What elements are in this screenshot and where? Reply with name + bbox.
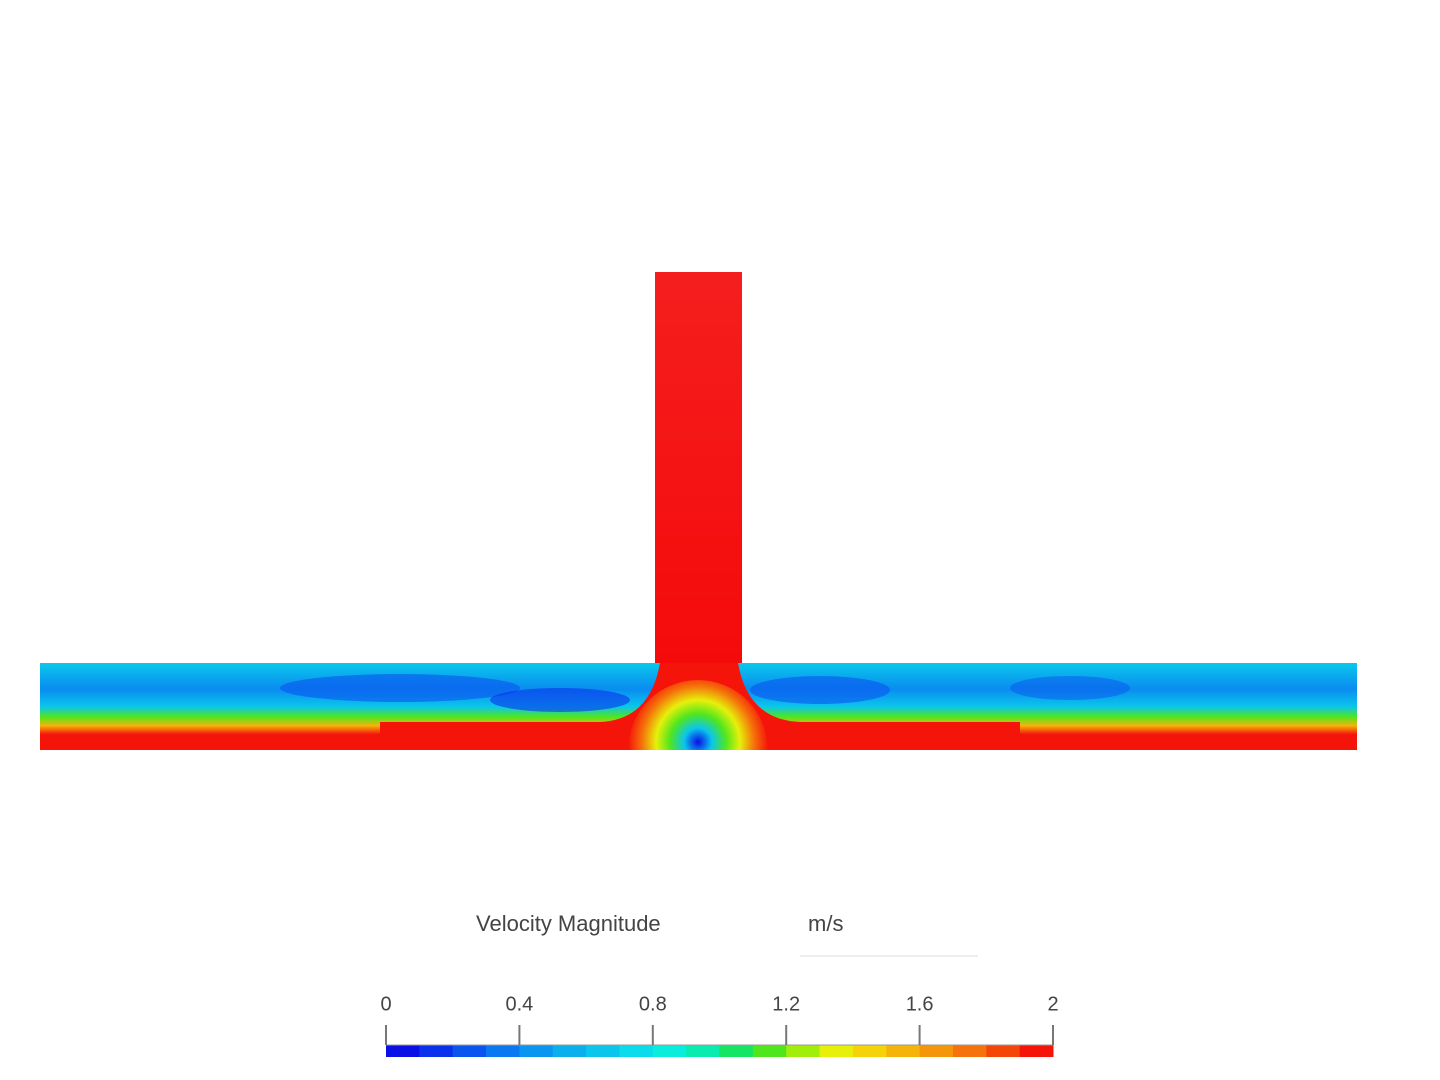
- color-band: [752, 1045, 787, 1057]
- color-band: [952, 1045, 987, 1057]
- color-band: [452, 1045, 487, 1057]
- color-band: [519, 1045, 554, 1057]
- color-band: [586, 1045, 620, 1057]
- color-band: [819, 1045, 854, 1057]
- tick-label: 1.2: [772, 993, 800, 1015]
- legend-title: Velocity Magnitude: [476, 911, 661, 936]
- tick-label: 0.4: [505, 993, 533, 1015]
- color-band: [386, 1045, 420, 1057]
- color-band: [419, 1045, 454, 1057]
- color-band: [786, 1045, 821, 1057]
- main-pipe: [40, 663, 1357, 750]
- color-band: [619, 1045, 654, 1057]
- color-band: [886, 1045, 921, 1057]
- color-band: [919, 1045, 954, 1057]
- flow-field: [40, 272, 1357, 750]
- color-band: [686, 1045, 720, 1057]
- tick-label: 0: [380, 993, 391, 1015]
- tick-label: 0.8: [639, 993, 667, 1015]
- color-band: [986, 1045, 1021, 1057]
- tick-label: 2: [1047, 993, 1058, 1015]
- color-band: [486, 1045, 520, 1057]
- color-band: [852, 1045, 887, 1057]
- tick-label: 1.6: [906, 993, 934, 1015]
- colorbar: 0 0.4 0.8 1.2 1.6 2: [380, 993, 1059, 1057]
- inlet-pipe: [655, 272, 742, 664]
- color-band: [552, 1045, 587, 1057]
- color-band: [652, 1045, 687, 1057]
- legend-unit: m/s: [808, 911, 843, 936]
- color-band: [719, 1045, 754, 1057]
- color-band: [1019, 1045, 1054, 1057]
